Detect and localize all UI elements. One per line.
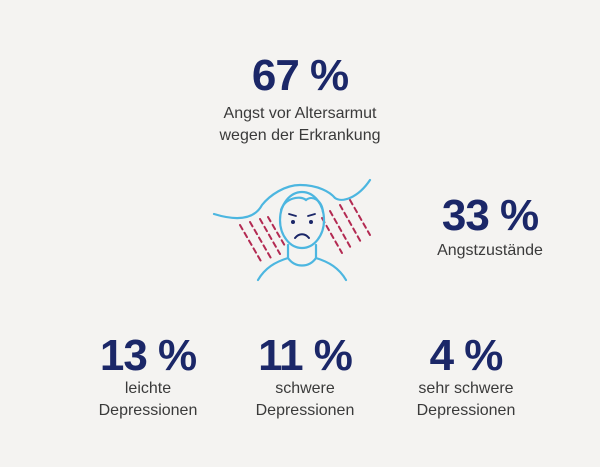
stat-value: 11 %	[258, 331, 352, 380]
stat-value: 13 %	[100, 331, 196, 380]
stat-label: Angstzustände	[437, 242, 543, 259]
stats: 67 % Angst vor Altersarmut wegen der Erkra…	[99, 51, 543, 419]
stat-label: sehr schwere	[418, 380, 513, 397]
stat-label: schwere	[275, 380, 335, 397]
stat-label: Depressionen	[256, 402, 355, 419]
stat-value: 33 %	[442, 191, 538, 240]
stat-label: wegen der Erkrankung	[219, 127, 381, 144]
stat-value: 67 %	[252, 51, 348, 100]
stat-label: Angst vor Altersarmut	[224, 105, 378, 122]
worried-person-icon	[212, 178, 372, 282]
stat-label: Depressionen	[417, 402, 516, 419]
stat-label: leichte	[125, 380, 171, 397]
stat-value: 4 %	[430, 331, 503, 380]
stat-label: Depressionen	[99, 402, 198, 419]
